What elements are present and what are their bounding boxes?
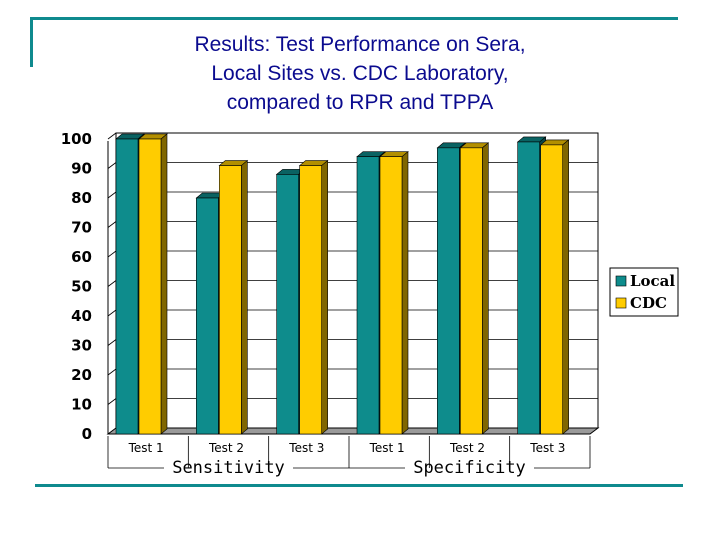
x-tick-label: Test 3 (529, 441, 565, 455)
bar-side (401, 151, 409, 435)
y-tick-label: 40 (71, 307, 92, 325)
legend-label-cdc: CDC (630, 294, 667, 312)
x-tick-label: Test 1 (128, 441, 164, 455)
gridline-side (107, 221, 117, 228)
bar-cdc-3 (379, 156, 403, 435)
title-line-1: Results: Test Performance on Sera, (194, 33, 526, 56)
gridline-side (107, 368, 117, 376)
bar-side (241, 159, 248, 435)
gridline-side (107, 132, 117, 140)
y-tick-label: 50 (71, 278, 92, 296)
legend: Local CDC (609, 267, 679, 317)
bar-cdc-5 (540, 144, 563, 435)
bar-local-5 (517, 141, 540, 435)
gridline-side (107, 191, 117, 199)
bar-local-2 (276, 174, 299, 435)
y-tick-label: 70 (71, 219, 92, 237)
bar-cdc-1 (219, 165, 242, 435)
slide-title: Results: Test Performance on Sera, Local… (100, 30, 620, 117)
gridline-side (107, 309, 117, 317)
y-tick-label: 90 (71, 160, 92, 178)
bar-side (562, 139, 569, 435)
gridline-side (107, 339, 117, 346)
bar-local-4 (437, 147, 460, 435)
gridline-side (107, 280, 117, 287)
bar-side (321, 159, 328, 435)
y-tick-label: 30 (71, 337, 92, 355)
legend-label-local: Local (630, 272, 675, 290)
bar-local-3 (356, 156, 380, 435)
y-tick-label: 20 (71, 366, 92, 384)
x-tick-label: Test 2 (208, 441, 244, 455)
title-line-2: Local Sites vs. CDC Laboratory, (211, 62, 509, 85)
legend-swatch-local (615, 275, 627, 287)
x-tick-label: Test 1 (369, 441, 405, 455)
y-tick-label: 0 (82, 425, 92, 443)
title-line-3: compared to RPR and TPPA (226, 91, 494, 114)
gridline-side (107, 250, 117, 258)
slide-frame-top (30, 17, 678, 20)
y-tick-label: 100 (61, 130, 92, 148)
x-group-label: Sensitivity (172, 458, 285, 478)
bars (115, 133, 570, 435)
bar-side (482, 142, 489, 435)
bar-local-0 (115, 138, 139, 435)
bar-local-1 (196, 197, 219, 435)
slide-frame-left (30, 17, 33, 67)
x-tick-label: Test 3 (288, 441, 324, 455)
y-tick-label: 80 (71, 189, 92, 207)
bar-cdc-0 (138, 138, 162, 435)
bar-side (160, 133, 168, 435)
x-axis-labels: Test 1 Test 2 Test 3 Test 1 Test 2 Test 3Sens… (107, 436, 591, 478)
x-tick-label: Test 2 (449, 441, 485, 455)
legend-swatch-cdc (615, 297, 627, 309)
slide-frame-bottom (35, 484, 683, 487)
y-axis-ticks: 0 10 20 30 40 50 60 70 80 90 100 (61, 130, 92, 443)
bar-cdc-2 (299, 165, 322, 435)
x-group-label: Specificity (413, 458, 526, 478)
bar-cdc-4 (460, 147, 483, 435)
y-tick-label: 60 (71, 248, 92, 266)
gridline-side (107, 162, 117, 169)
y-tick-label: 10 (71, 396, 92, 414)
gridline-side (107, 398, 117, 405)
